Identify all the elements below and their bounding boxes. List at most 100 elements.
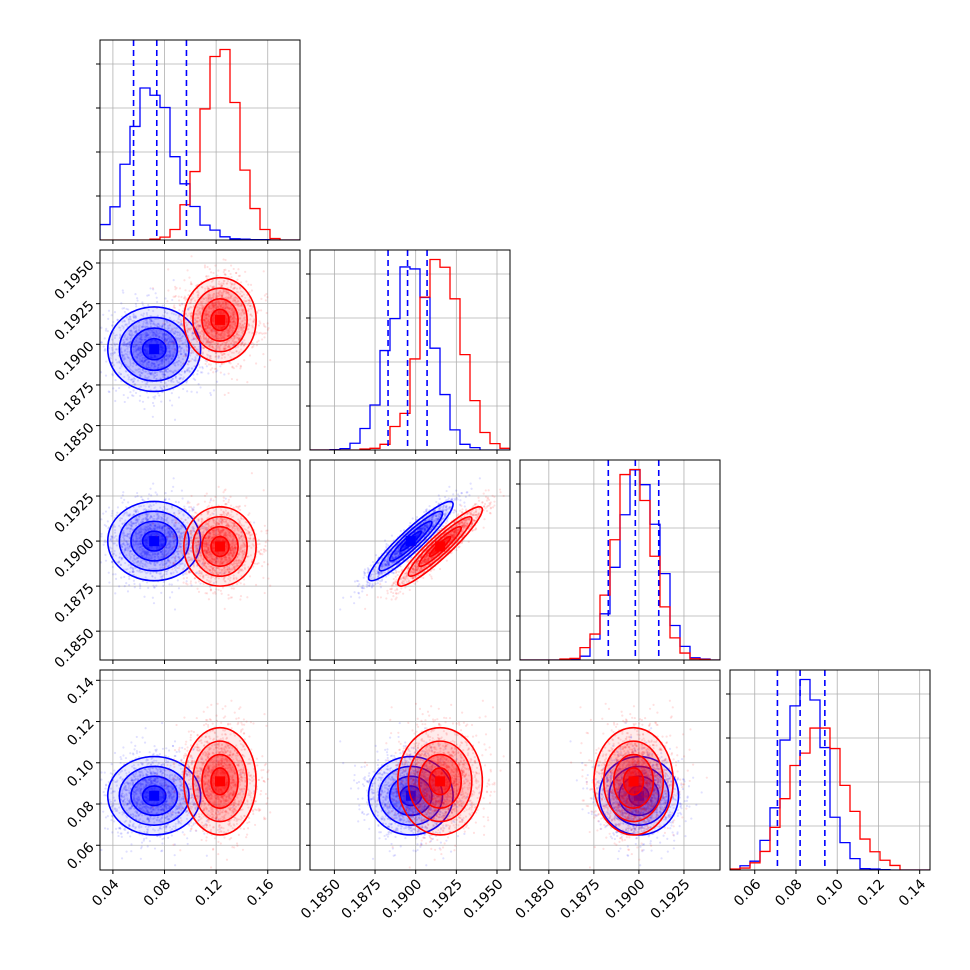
- sample-point: [134, 383, 137, 386]
- sample-point: [154, 386, 157, 389]
- sample-point: [167, 345, 170, 348]
- sample-point: [136, 353, 139, 356]
- sample-point: [170, 340, 173, 343]
- sample-point: [114, 379, 117, 382]
- sample-point: [176, 331, 179, 334]
- sample-point: [166, 327, 170, 330]
- sample-point: [173, 332, 176, 335]
- sample-point: [147, 385, 151, 388]
- sample-point: [134, 327, 138, 330]
- sample-point: [134, 293, 137, 296]
- sample-point: [114, 389, 118, 392]
- sample-point: [172, 340, 175, 343]
- sample-point: [113, 344, 117, 347]
- sample-point: [176, 326, 179, 329]
- sample-point: [180, 336, 183, 339]
- sample-point: [179, 333, 182, 336]
- sample-point: [150, 329, 154, 333]
- sample-point: [261, 338, 264, 341]
- sample-point: [139, 336, 142, 339]
- sample-point: [160, 359, 163, 362]
- sample-point: [143, 359, 146, 363]
- sample-point: [204, 338, 207, 341]
- sample-point: [224, 488, 227, 491]
- sample-point: [188, 307, 191, 310]
- sample-point: [228, 328, 231, 331]
- sample-point: [116, 318, 119, 321]
- sample-point: [149, 336, 152, 339]
- sample-point: [134, 314, 137, 317]
- sample-point: [134, 332, 137, 335]
- sample-point: [139, 362, 142, 365]
- sample-point: [170, 357, 173, 360]
- sample-point: [139, 354, 142, 357]
- sample-point: [151, 333, 155, 336]
- sample-point: [164, 327, 167, 330]
- sample-point: [265, 311, 268, 315]
- sample-point: [177, 501, 180, 504]
- sample-point: [193, 359, 196, 362]
- sample-point: [145, 581, 149, 584]
- sample-point: [147, 364, 150, 367]
- sample-point: [163, 373, 166, 377]
- sample-point: [142, 314, 145, 317]
- sample-point: [141, 498, 144, 501]
- sample-point: [143, 338, 146, 341]
- sample-point: [102, 313, 105, 316]
- sample-point: [136, 355, 139, 358]
- sample-point: [97, 554, 99, 556]
- sample-point: [143, 338, 146, 341]
- sample-point: [192, 338, 195, 341]
- sample-point: [183, 279, 186, 282]
- sample-point: [219, 293, 222, 297]
- sample-point: [126, 345, 129, 348]
- sample-point: [198, 334, 201, 338]
- sample-point: [125, 307, 128, 311]
- sample-point: [152, 376, 156, 379]
- sample-point: [256, 340, 259, 344]
- sample-point: [166, 312, 169, 315]
- sample-point: [229, 314, 232, 317]
- sample-point: [144, 359, 147, 362]
- sample-point: [181, 335, 184, 338]
- sample-point: [168, 354, 171, 358]
- sample-point: [257, 339, 260, 342]
- sample-point: [225, 330, 228, 333]
- sample-point: [188, 302, 192, 305]
- sample-point: [135, 339, 138, 342]
- sample-point: [176, 331, 179, 334]
- sample-point: [180, 548, 183, 551]
- sample-point: [141, 372, 144, 375]
- sample-point: [154, 334, 157, 337]
- sample-point: [111, 324, 114, 327]
- sample-point: [159, 385, 162, 388]
- sample-point: [162, 322, 165, 325]
- sample-point: [167, 379, 170, 382]
- sample-point: [178, 373, 181, 376]
- sample-point: [142, 365, 145, 368]
- sample-point: [145, 376, 148, 380]
- sample-point: [130, 334, 133, 337]
- sample-point: [208, 268, 211, 271]
- sample-point: [184, 352, 188, 355]
- sample-point: [179, 337, 182, 340]
- sample-point: [172, 341, 175, 345]
- sample-point: [161, 362, 164, 365]
- sample-point: [124, 370, 127, 373]
- sample-point: [183, 370, 186, 373]
- sample-point: [161, 333, 165, 336]
- sample-point: [113, 351, 116, 354]
- sample-point: [146, 325, 149, 328]
- sample-point: [134, 330, 137, 333]
- sample-point: [152, 362, 156, 365]
- sample-point: [260, 297, 263, 300]
- sample-point: [145, 322, 148, 325]
- sample-point: [168, 350, 171, 353]
- sample-point: [167, 340, 170, 344]
- sample-point: [168, 336, 171, 339]
- sample-point: [126, 338, 129, 341]
- sample-point: [184, 354, 187, 357]
- sample-point: [177, 316, 180, 319]
- sample-point: [159, 358, 162, 361]
- sample-point: [170, 583, 173, 586]
